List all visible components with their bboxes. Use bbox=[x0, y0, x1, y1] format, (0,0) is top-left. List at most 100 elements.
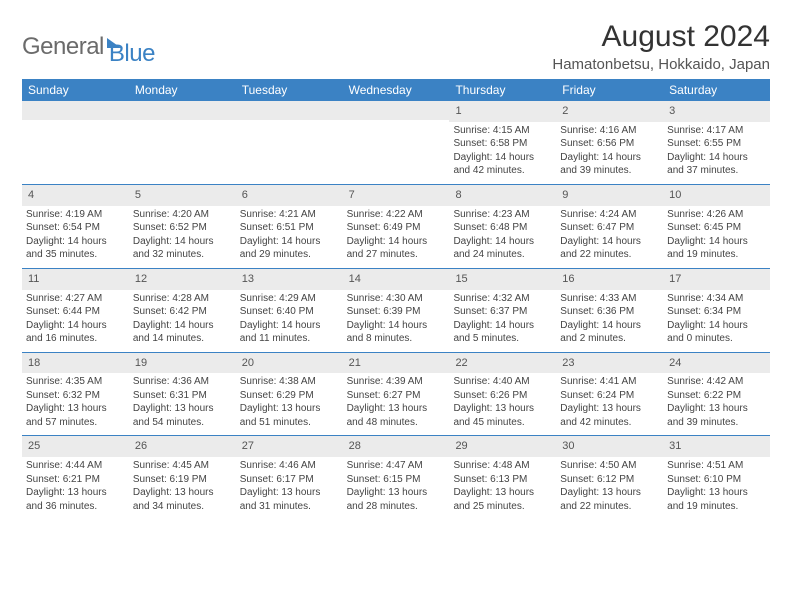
day-number: 28 bbox=[343, 436, 450, 457]
week-row: 11Sunrise: 4:27 AMSunset: 6:44 PMDayligh… bbox=[22, 268, 770, 352]
day-cell: 30Sunrise: 4:50 AMSunset: 6:12 PMDayligh… bbox=[556, 436, 663, 519]
day-cell: 7Sunrise: 4:22 AMSunset: 6:49 PMDaylight… bbox=[343, 185, 450, 268]
day-number: 19 bbox=[129, 353, 236, 374]
daylight-text: Daylight: 14 hours and 5 minutes. bbox=[453, 319, 552, 346]
daylight-text: Daylight: 14 hours and 42 minutes. bbox=[453, 151, 552, 178]
day-number: 17 bbox=[663, 269, 770, 290]
day-number: 23 bbox=[556, 353, 663, 374]
day-number: 8 bbox=[449, 185, 556, 206]
logo-text-1: General bbox=[22, 33, 104, 61]
daylight-text: Daylight: 14 hours and 16 minutes. bbox=[26, 319, 125, 346]
day-body: Sunrise: 4:33 AMSunset: 6:36 PMDaylight:… bbox=[556, 292, 663, 346]
day-cell: 10Sunrise: 4:26 AMSunset: 6:45 PMDayligh… bbox=[663, 185, 770, 268]
day-cell: 18Sunrise: 4:35 AMSunset: 6:32 PMDayligh… bbox=[22, 353, 129, 436]
day-body: Sunrise: 4:22 AMSunset: 6:49 PMDaylight:… bbox=[343, 208, 450, 262]
sunrise-text: Sunrise: 4:17 AM bbox=[667, 124, 766, 138]
sunset-text: Sunset: 6:52 PM bbox=[133, 221, 232, 235]
daylight-text: Daylight: 14 hours and 8 minutes. bbox=[347, 319, 446, 346]
sunrise-text: Sunrise: 4:29 AM bbox=[240, 292, 339, 306]
day-number bbox=[129, 101, 236, 120]
daylight-text: Daylight: 13 hours and 42 minutes. bbox=[560, 402, 659, 429]
day-body: Sunrise: 4:35 AMSunset: 6:32 PMDaylight:… bbox=[22, 375, 129, 429]
daylight-text: Daylight: 14 hours and 2 minutes. bbox=[560, 319, 659, 346]
day-body: Sunrise: 4:24 AMSunset: 6:47 PMDaylight:… bbox=[556, 208, 663, 262]
daylight-text: Daylight: 14 hours and 39 minutes. bbox=[560, 151, 659, 178]
sunrise-text: Sunrise: 4:28 AM bbox=[133, 292, 232, 306]
day-number: 21 bbox=[343, 353, 450, 374]
day-number bbox=[343, 101, 450, 120]
day-body: Sunrise: 4:38 AMSunset: 6:29 PMDaylight:… bbox=[236, 375, 343, 429]
sunset-text: Sunset: 6:44 PM bbox=[26, 305, 125, 319]
day-number: 16 bbox=[556, 269, 663, 290]
day-cell: 24Sunrise: 4:42 AMSunset: 6:22 PMDayligh… bbox=[663, 353, 770, 436]
sunset-text: Sunset: 6:29 PM bbox=[240, 389, 339, 403]
day-number: 26 bbox=[129, 436, 236, 457]
day-body: Sunrise: 4:27 AMSunset: 6:44 PMDaylight:… bbox=[22, 292, 129, 346]
sunset-text: Sunset: 6:45 PM bbox=[667, 221, 766, 235]
sunrise-text: Sunrise: 4:44 AM bbox=[26, 459, 125, 473]
day-number: 10 bbox=[663, 185, 770, 206]
day-cell: 11Sunrise: 4:27 AMSunset: 6:44 PMDayligh… bbox=[22, 269, 129, 352]
day-number: 24 bbox=[663, 353, 770, 374]
day-number: 30 bbox=[556, 436, 663, 457]
sunset-text: Sunset: 6:10 PM bbox=[667, 473, 766, 487]
title-block: August 2024 Hamatonbetsu, Hokkaido, Japa… bbox=[552, 20, 770, 73]
day-body: Sunrise: 4:50 AMSunset: 6:12 PMDaylight:… bbox=[556, 459, 663, 513]
day-number: 9 bbox=[556, 185, 663, 206]
sunrise-text: Sunrise: 4:22 AM bbox=[347, 208, 446, 222]
daylight-text: Daylight: 13 hours and 36 minutes. bbox=[26, 486, 125, 513]
day-body: Sunrise: 4:42 AMSunset: 6:22 PMDaylight:… bbox=[663, 375, 770, 429]
day-cell: 13Sunrise: 4:29 AMSunset: 6:40 PMDayligh… bbox=[236, 269, 343, 352]
day-cell: 14Sunrise: 4:30 AMSunset: 6:39 PMDayligh… bbox=[343, 269, 450, 352]
day-number: 1 bbox=[449, 101, 556, 122]
month-title: August 2024 bbox=[552, 20, 770, 54]
daylight-text: Daylight: 13 hours and 51 minutes. bbox=[240, 402, 339, 429]
day-body: Sunrise: 4:36 AMSunset: 6:31 PMDaylight:… bbox=[129, 375, 236, 429]
sunset-text: Sunset: 6:15 PM bbox=[347, 473, 446, 487]
day-cell bbox=[343, 101, 450, 184]
day-number bbox=[22, 101, 129, 120]
sunset-text: Sunset: 6:24 PM bbox=[560, 389, 659, 403]
sunset-text: Sunset: 6:40 PM bbox=[240, 305, 339, 319]
weekday-header-row: Sunday Monday Tuesday Wednesday Thursday… bbox=[22, 79, 770, 101]
day-body: Sunrise: 4:17 AMSunset: 6:55 PMDaylight:… bbox=[663, 124, 770, 178]
day-cell: 27Sunrise: 4:46 AMSunset: 6:17 PMDayligh… bbox=[236, 436, 343, 519]
day-number: 22 bbox=[449, 353, 556, 374]
day-body: Sunrise: 4:30 AMSunset: 6:39 PMDaylight:… bbox=[343, 292, 450, 346]
sunset-text: Sunset: 6:32 PM bbox=[26, 389, 125, 403]
day-body: Sunrise: 4:41 AMSunset: 6:24 PMDaylight:… bbox=[556, 375, 663, 429]
day-cell: 28Sunrise: 4:47 AMSunset: 6:15 PMDayligh… bbox=[343, 436, 450, 519]
weeks-container: 1Sunrise: 4:15 AMSunset: 6:58 PMDaylight… bbox=[22, 101, 770, 519]
day-number: 31 bbox=[663, 436, 770, 457]
sunrise-text: Sunrise: 4:19 AM bbox=[26, 208, 125, 222]
sunset-text: Sunset: 6:58 PM bbox=[453, 137, 552, 151]
day-cell: 9Sunrise: 4:24 AMSunset: 6:47 PMDaylight… bbox=[556, 185, 663, 268]
day-cell: 21Sunrise: 4:39 AMSunset: 6:27 PMDayligh… bbox=[343, 353, 450, 436]
daylight-text: Daylight: 14 hours and 22 minutes. bbox=[560, 235, 659, 262]
day-body: Sunrise: 4:51 AMSunset: 6:10 PMDaylight:… bbox=[663, 459, 770, 513]
daylight-text: Daylight: 13 hours and 39 minutes. bbox=[667, 402, 766, 429]
day-cell bbox=[236, 101, 343, 184]
day-number: 2 bbox=[556, 101, 663, 122]
day-number: 14 bbox=[343, 269, 450, 290]
logo-text-2: Blue bbox=[109, 40, 155, 68]
day-cell bbox=[22, 101, 129, 184]
daylight-text: Daylight: 13 hours and 25 minutes. bbox=[453, 486, 552, 513]
sunset-text: Sunset: 6:47 PM bbox=[560, 221, 659, 235]
sunset-text: Sunset: 6:48 PM bbox=[453, 221, 552, 235]
weekday-header: Wednesday bbox=[343, 79, 450, 101]
daylight-text: Daylight: 13 hours and 54 minutes. bbox=[133, 402, 232, 429]
sunrise-text: Sunrise: 4:35 AM bbox=[26, 375, 125, 389]
sunset-text: Sunset: 6:19 PM bbox=[133, 473, 232, 487]
sunrise-text: Sunrise: 4:50 AM bbox=[560, 459, 659, 473]
day-body: Sunrise: 4:40 AMSunset: 6:26 PMDaylight:… bbox=[449, 375, 556, 429]
day-cell bbox=[129, 101, 236, 184]
day-body: Sunrise: 4:48 AMSunset: 6:13 PMDaylight:… bbox=[449, 459, 556, 513]
day-number: 4 bbox=[22, 185, 129, 206]
day-body: Sunrise: 4:39 AMSunset: 6:27 PMDaylight:… bbox=[343, 375, 450, 429]
sunrise-text: Sunrise: 4:39 AM bbox=[347, 375, 446, 389]
day-number: 13 bbox=[236, 269, 343, 290]
day-number: 20 bbox=[236, 353, 343, 374]
day-number: 18 bbox=[22, 353, 129, 374]
weekday-header: Monday bbox=[129, 79, 236, 101]
